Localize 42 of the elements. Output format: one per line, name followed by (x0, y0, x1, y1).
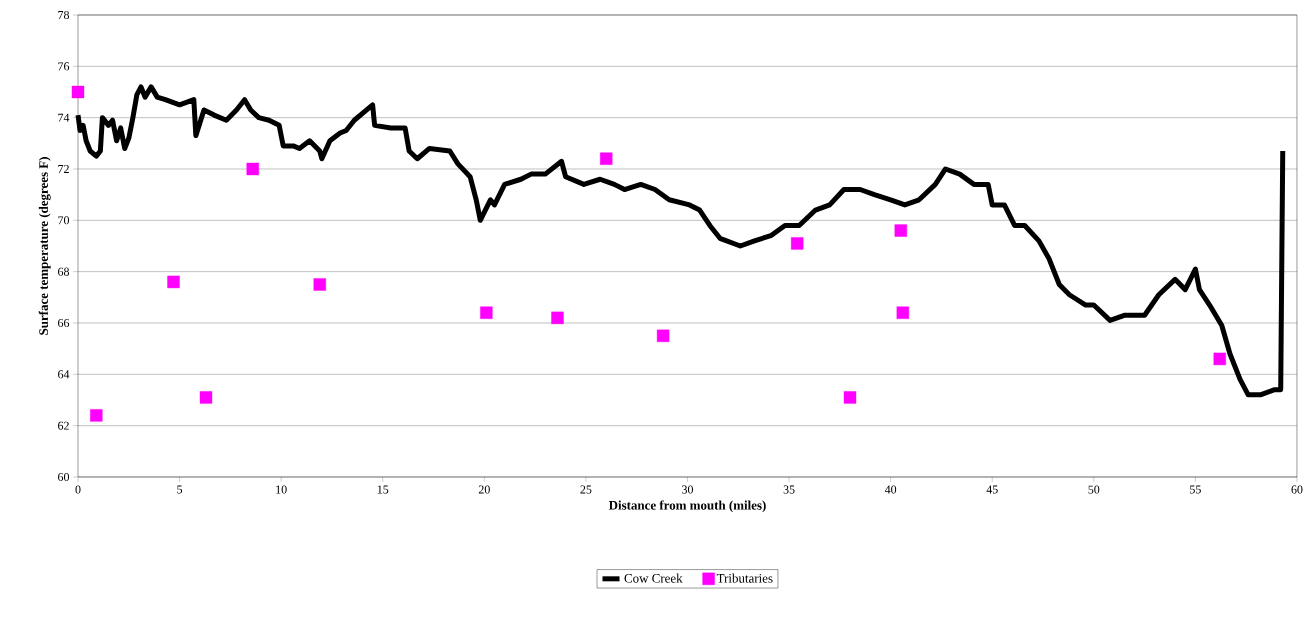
point (313, 278, 326, 291)
point (843, 391, 857, 404)
x-tick-label: 40 (884, 485, 897, 494)
point (600, 152, 613, 165)
y-tick-label: 72 (58, 165, 69, 173)
point (896, 306, 910, 319)
point (246, 162, 259, 176)
legend-label: Cow Creek (624, 573, 683, 583)
x-tick-label: 0 (75, 485, 81, 494)
point (480, 306, 493, 319)
y-tick-label: 66 (58, 318, 70, 327)
x-tick-label: 35 (783, 485, 795, 494)
x-tick-label: 45 (986, 485, 998, 494)
point (790, 237, 804, 250)
x-tick-label: 30 (682, 485, 693, 494)
x-tick-label: 55 (1190, 485, 1201, 494)
x-tick-label: 25 (580, 485, 592, 494)
y-tick-label: 68 (58, 267, 70, 276)
y-tick-label: 78 (58, 10, 70, 20)
x-tick-label: 15 (377, 485, 389, 494)
x-tick-label: 5 (177, 485, 183, 494)
x-tick-label: 60 (1291, 485, 1303, 494)
y-tick-label: 74 (58, 113, 70, 122)
point (167, 275, 180, 289)
x-tick-label: 50 (1088, 485, 1100, 494)
x-tick-label: 10 (276, 485, 287, 494)
legend-label: Tributaries (716, 573, 773, 583)
point (199, 391, 213, 404)
y-tick-label: 60 (58, 472, 70, 482)
y-axis-title: Surface temperature (degrees F) (38, 157, 51, 335)
point (71, 85, 85, 99)
y-tick-label: 76 (58, 62, 70, 71)
point (894, 224, 907, 237)
y-tick-label: 70 (58, 216, 70, 225)
point (551, 311, 564, 325)
point (90, 409, 103, 422)
y-tick-label: 62 (58, 421, 69, 430)
point (656, 329, 670, 343)
x-axis-title: Distance from mouth (miles) (608, 500, 766, 513)
y-tick-label: 64 (58, 370, 70, 379)
point (1213, 352, 1226, 366)
x-tick-label: 20 (478, 485, 490, 494)
